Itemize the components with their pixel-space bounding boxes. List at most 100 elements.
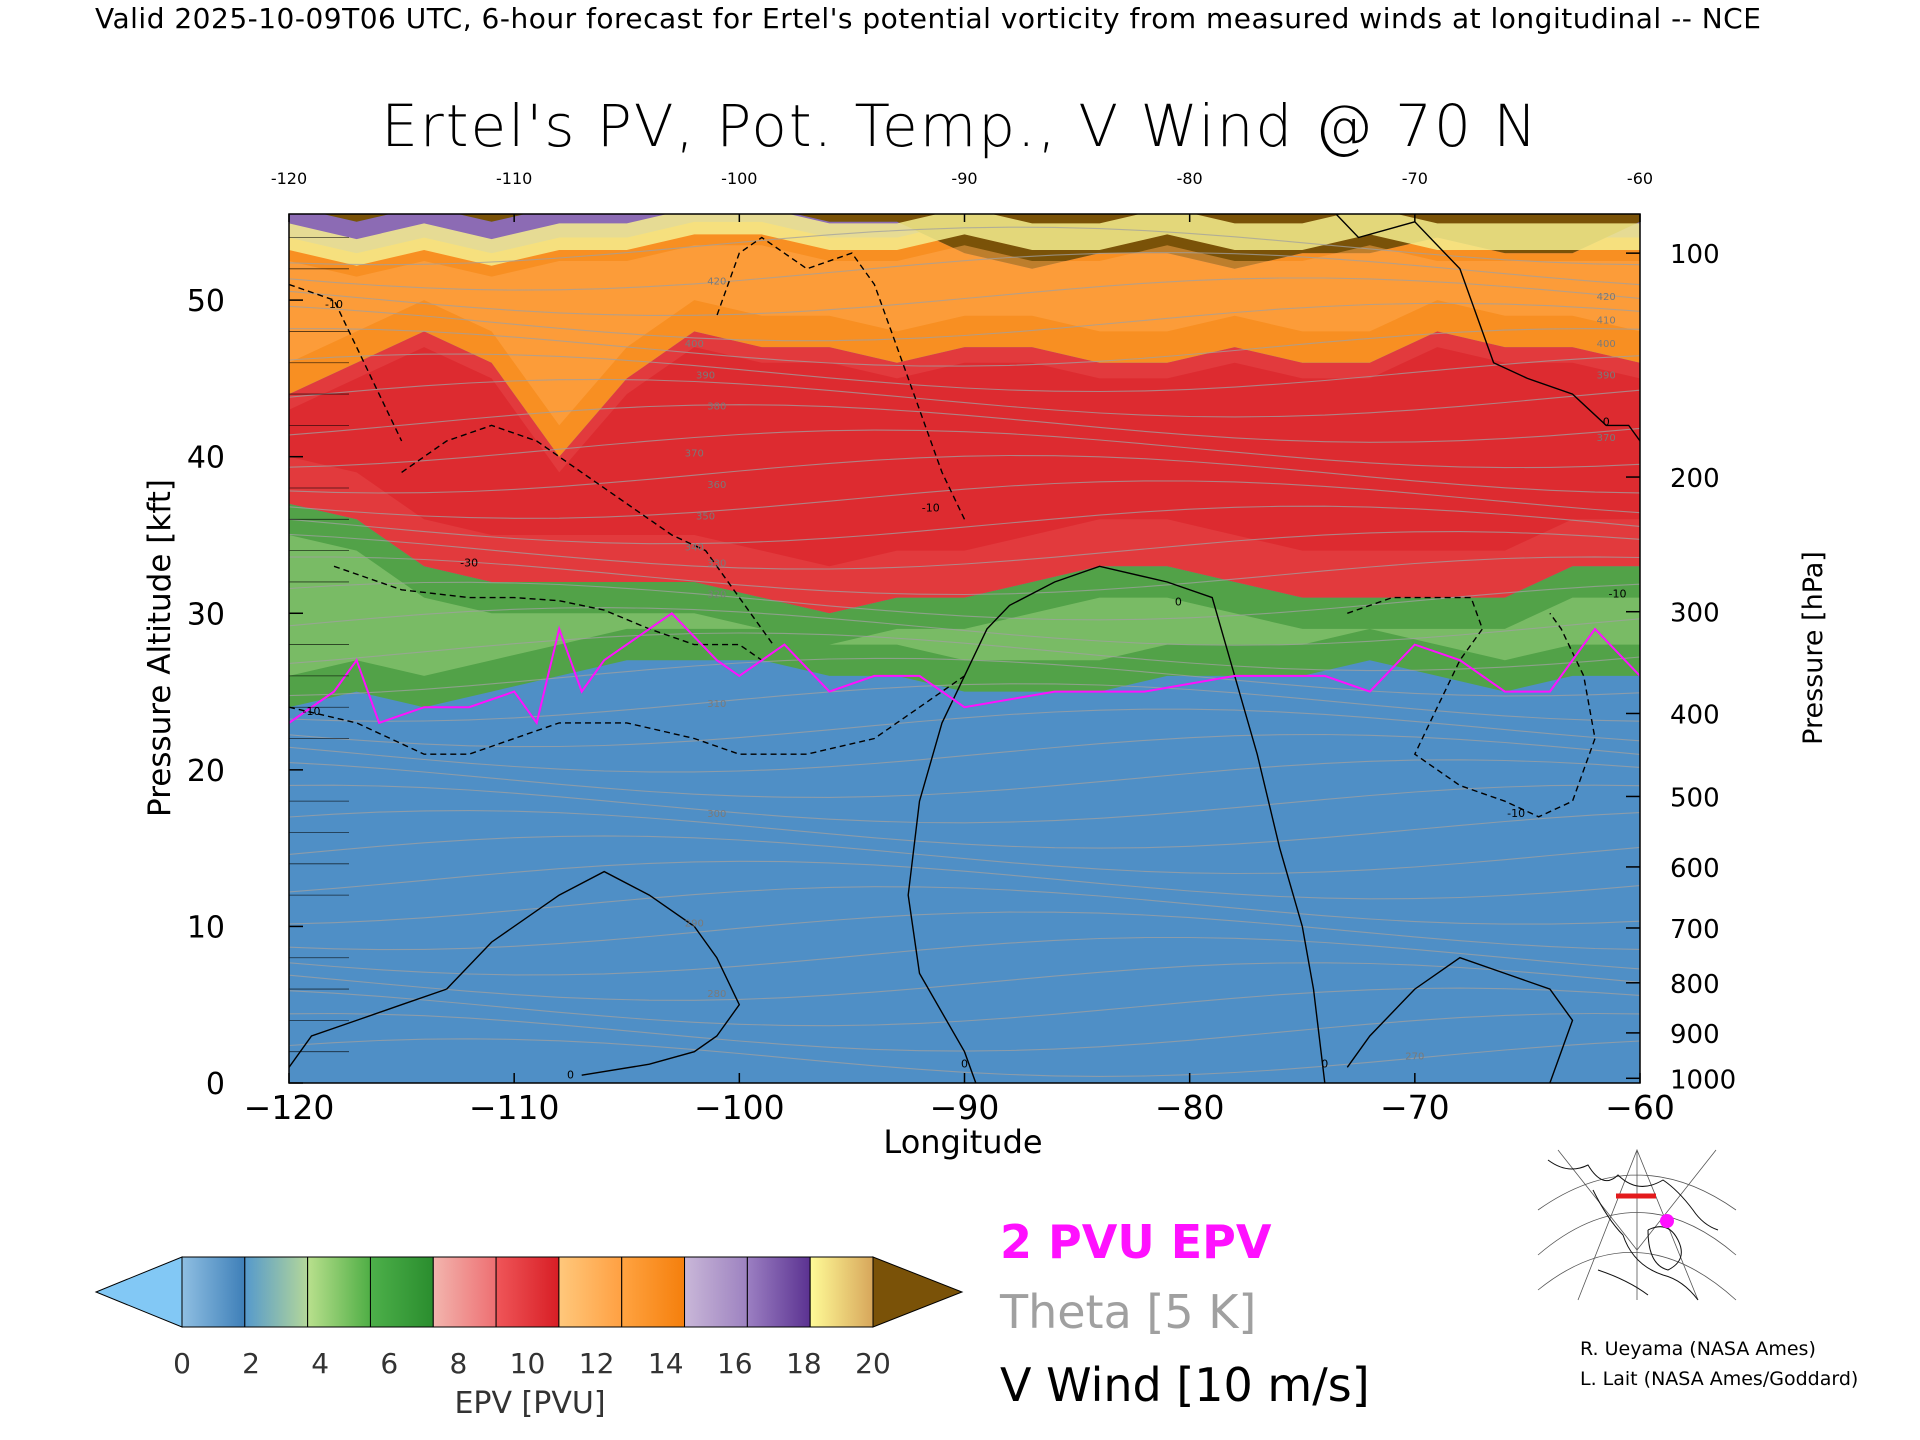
theta-contour-label: 350 <box>696 511 715 522</box>
top-tick-label: -70 <box>1402 169 1428 188</box>
credit-line-2: L. Lait (NASA Ames/Goddard) <box>1580 1368 1859 1390</box>
v-wind-contour <box>446 870 741 1076</box>
wind-contour-label: -10 <box>1608 588 1626 601</box>
theta-line <box>289 657 1640 697</box>
theta-line <box>289 708 1640 748</box>
theta-contour-label: 300 <box>707 809 726 820</box>
pv-2pvu-path <box>289 611 1640 726</box>
theta-line <box>289 378 1640 418</box>
colorbar-tick-label: 10 <box>510 1347 546 1380</box>
chart-title: Ertel's PV, Pot. Temp., V Wind @ 70 N <box>381 92 1539 160</box>
theta-contour-label: 400 <box>685 339 704 350</box>
y-tick-label: 50 <box>187 284 225 319</box>
map-coastlines <box>1547 1159 1719 1301</box>
y-tick-label: 0 <box>206 1067 225 1102</box>
theta-contour-label: 310 <box>707 699 726 710</box>
epv-band-green-light <box>289 535 1640 676</box>
x-tick-label: −120 <box>244 1088 335 1127</box>
v-wind-contour <box>333 565 763 661</box>
y-axis-label-left: Pressure Altitude [kft] <box>142 479 178 817</box>
colorbar-tick-label: 2 <box>242 1347 260 1380</box>
theta-line <box>289 277 1640 316</box>
wind-contour-label: -10 <box>325 298 343 311</box>
theta-line <box>289 911 1640 951</box>
theta-contour-label: 410 <box>1597 316 1616 327</box>
theta-contour-label: 270 <box>1405 1052 1424 1063</box>
theta-contour-label: 290 <box>685 918 704 929</box>
credit-line-1: R. Ueyama (NASA Ames) <box>1580 1338 1816 1360</box>
pv-2pvu-line <box>289 611 1640 726</box>
colorbar-bin <box>809 1256 874 1328</box>
theta-contour-label: 420 <box>707 276 726 287</box>
colorbar-tick-label: 4 <box>311 1347 329 1380</box>
colorbar-bin <box>307 1256 371 1328</box>
theta-line <box>289 454 1640 494</box>
colorbar-tick-label: 8 <box>449 1347 467 1380</box>
wind-contour-label: -10 <box>922 501 940 514</box>
v-wind-contour <box>289 988 447 1068</box>
theta-line <box>289 936 1640 976</box>
wind-contour-label: 0 <box>567 1068 574 1081</box>
x-tick-label: −110 <box>469 1088 560 1127</box>
theta-contour-label: 420 <box>1597 292 1616 303</box>
colorbar-label: EPV [PVU] <box>454 1386 605 1421</box>
theta-line <box>289 302 1640 342</box>
forecast-header: Valid 2025-10-09T06 UTC, 6-hour forecast… <box>95 2 1762 35</box>
x-axis-label: Longitude <box>883 1123 1042 1161</box>
colorbar-bin <box>558 1256 623 1328</box>
theta-line <box>289 835 1640 875</box>
colorbar-tick-label: 12 <box>579 1347 615 1380</box>
axes: −120-120−110-110−100-100−90-90−80-80−70-… <box>187 169 1736 1127</box>
wind-contour-label: 0 <box>1603 415 1610 428</box>
theta-contour-label: 400 <box>1597 339 1616 350</box>
pressure-tick-label: 300 <box>1670 599 1720 629</box>
colorbar-bin <box>684 1256 748 1328</box>
map-location-marker <box>1660 1214 1674 1228</box>
v-wind-contours <box>289 214 1640 1083</box>
colorbar-bin <box>621 1256 686 1328</box>
theta-line <box>289 226 1640 266</box>
top-tick-label: -80 <box>1177 169 1203 188</box>
pressure-tick-label: 500 <box>1670 783 1720 813</box>
theta-line <box>289 607 1640 646</box>
pressure-tick-label: 200 <box>1670 464 1720 494</box>
y-tick-label: 30 <box>187 597 225 632</box>
theta-contour-label: 390 <box>696 370 715 381</box>
top-tick-label: -90 <box>951 169 977 188</box>
pressure-tick-label: 900 <box>1670 1020 1720 1050</box>
x-tick-label: −100 <box>694 1088 785 1127</box>
theta-line <box>289 632 1640 672</box>
colorbar-tick-label: 0 <box>173 1347 191 1380</box>
pressure-tick-label: 1000 <box>1670 1065 1736 1095</box>
colorbar-bin <box>495 1256 560 1328</box>
v-wind-contour <box>289 675 965 755</box>
y-axis-label-right: Pressure [hPa] <box>1798 551 1829 745</box>
pressure-tick-label: 800 <box>1670 970 1720 1000</box>
theta-line <box>289 429 1640 469</box>
colorbar-tick-label: 14 <box>648 1347 684 1380</box>
theta-line <box>289 556 1640 596</box>
wind-contour-label: 0 <box>961 1057 968 1070</box>
colorbar-bin <box>746 1256 811 1328</box>
legend-2pvu-epv: 2 PVU EPV <box>1000 1215 1272 1269</box>
theta-line <box>289 505 1640 545</box>
theta-line <box>289 860 1640 900</box>
colorbar-bin <box>181 1256 246 1328</box>
epv-band-yellow <box>289 214 1640 266</box>
wind-contour-label: -10 <box>1507 807 1525 820</box>
x-tick-label: −70 <box>1380 1088 1450 1127</box>
top-tick-label: -60 <box>1627 169 1653 188</box>
colorbar-bin <box>369 1256 434 1328</box>
y-tick-label: 40 <box>187 441 225 476</box>
theta-contour-label: 380 <box>707 402 726 413</box>
theta-line <box>289 581 1640 621</box>
wind-contour-label: -10 <box>303 705 321 718</box>
theta-line <box>289 784 1640 824</box>
theta-contour-label: 330 <box>707 558 726 569</box>
v-wind-contour <box>716 236 966 520</box>
colorbar-tick-label: 20 <box>855 1347 891 1380</box>
wind-contour-label: 0 <box>1321 1057 1328 1070</box>
